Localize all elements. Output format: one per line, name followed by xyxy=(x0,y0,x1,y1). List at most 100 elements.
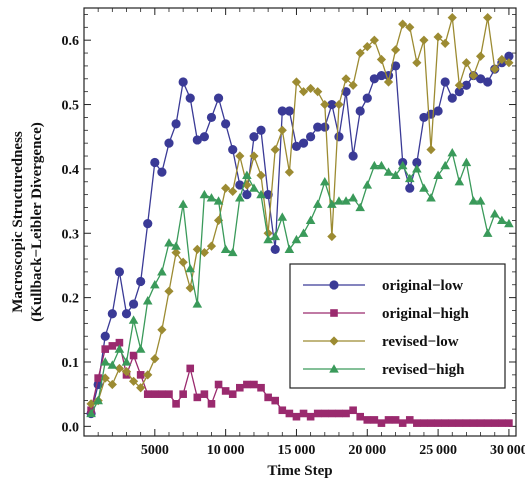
data-point xyxy=(391,45,400,54)
data-point xyxy=(349,406,357,414)
data-point xyxy=(476,52,485,61)
data-point xyxy=(235,151,244,160)
data-point xyxy=(256,171,265,180)
legend-marker xyxy=(329,280,338,289)
data-point xyxy=(441,77,450,86)
data-point xyxy=(179,77,188,86)
data-point xyxy=(178,200,188,208)
data-point xyxy=(179,258,188,267)
data-point xyxy=(491,419,499,427)
data-point xyxy=(440,161,450,169)
data-point xyxy=(164,238,174,246)
data-point xyxy=(300,410,308,418)
data-point xyxy=(271,245,280,254)
data-point xyxy=(200,132,209,141)
data-point xyxy=(143,370,152,379)
data-point xyxy=(143,296,153,304)
data-point xyxy=(463,419,471,427)
x-tick-label: 10 000 xyxy=(207,443,245,458)
y-tick-label: 0.4 xyxy=(62,163,80,178)
data-point xyxy=(292,77,301,86)
data-point xyxy=(483,13,492,22)
data-point xyxy=(207,113,216,122)
data-point xyxy=(229,390,237,398)
data-point xyxy=(498,419,506,427)
data-point xyxy=(307,413,315,421)
y-tick-label: 0.6 xyxy=(62,34,80,49)
data-point xyxy=(150,158,159,167)
data-point xyxy=(271,397,279,405)
data-point xyxy=(434,419,442,427)
data-point xyxy=(171,119,180,128)
data-point xyxy=(250,381,258,389)
data-point xyxy=(172,400,180,408)
data-point xyxy=(129,315,139,323)
data-point xyxy=(271,145,280,154)
data-point xyxy=(448,94,457,103)
data-point xyxy=(505,419,513,427)
data-point xyxy=(285,168,294,177)
data-point xyxy=(470,419,478,427)
data-point xyxy=(164,139,173,148)
legend-label: revised−low xyxy=(382,334,459,350)
data-point xyxy=(362,180,372,188)
data-point xyxy=(208,400,216,408)
data-point xyxy=(157,168,166,177)
data-point xyxy=(293,413,301,421)
data-point xyxy=(150,280,160,288)
data-point xyxy=(455,177,465,185)
data-point xyxy=(462,158,472,166)
data-point xyxy=(299,139,308,148)
legend-label: revised−high xyxy=(382,362,465,378)
data-point xyxy=(448,419,456,427)
data-point xyxy=(249,132,258,141)
x-axis-title: Time Step xyxy=(267,463,332,479)
data-point xyxy=(405,184,414,193)
data-point xyxy=(462,58,471,67)
data-point xyxy=(186,365,194,373)
data-point xyxy=(363,94,372,103)
data-point xyxy=(194,394,202,402)
data-point xyxy=(256,126,265,135)
x-tick-label: 25 000 xyxy=(419,443,457,458)
y-tick-label: 0.2 xyxy=(62,292,80,307)
data-point xyxy=(236,384,244,392)
legend: original−loworiginal−highrevised−lowrevi… xyxy=(290,264,505,388)
data-point xyxy=(342,410,350,418)
data-point xyxy=(136,344,146,352)
data-point xyxy=(144,390,152,398)
data-point xyxy=(115,267,124,276)
data-point xyxy=(306,216,316,224)
data-point xyxy=(278,406,286,414)
data-point xyxy=(483,77,492,86)
data-point xyxy=(392,416,400,424)
data-point xyxy=(222,387,230,395)
data-point xyxy=(243,381,251,389)
y-axis-title-line-1: Macroscopic Structuredness xyxy=(10,131,26,313)
data-point xyxy=(314,410,322,418)
data-point xyxy=(214,94,223,103)
data-point xyxy=(186,94,195,103)
data-point xyxy=(299,228,309,236)
data-point xyxy=(221,119,230,128)
data-point xyxy=(378,419,386,427)
data-point xyxy=(377,55,386,64)
x-tick-label: 5000 xyxy=(141,443,169,458)
data-point xyxy=(130,352,138,360)
y-tick-label: 0.5 xyxy=(62,99,80,114)
data-point xyxy=(228,145,237,154)
data-point xyxy=(448,13,457,22)
data-point xyxy=(257,384,265,392)
x-tick-label: 20 000 xyxy=(348,443,386,458)
data-point xyxy=(157,267,167,275)
data-point xyxy=(158,390,166,398)
data-point xyxy=(136,277,145,286)
data-point xyxy=(151,390,159,398)
data-point xyxy=(277,212,287,220)
data-point xyxy=(406,416,414,424)
data-point xyxy=(285,106,294,115)
data-point xyxy=(447,148,457,156)
data-point xyxy=(164,287,173,296)
